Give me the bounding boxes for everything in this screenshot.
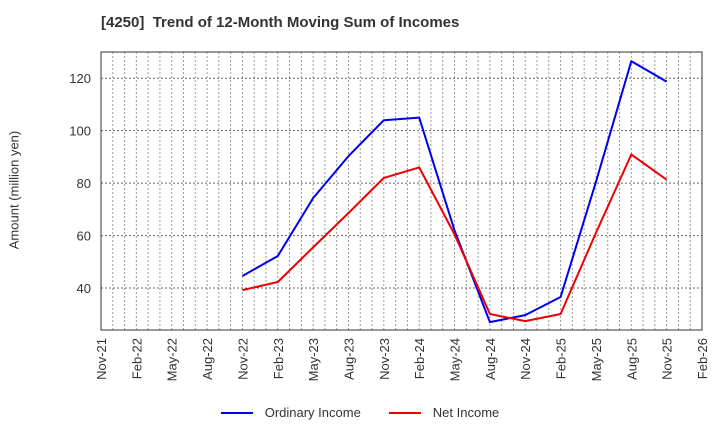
y-tick-label: 40 xyxy=(77,281,91,296)
x-tick-label: May-23 xyxy=(306,338,321,381)
y-tick-label: 120 xyxy=(69,71,91,86)
x-tick-label: Feb-22 xyxy=(129,338,144,379)
plot-area xyxy=(100,51,703,331)
x-tick-label: Aug-25 xyxy=(624,338,639,380)
chart-title: [4250] Trend of 12-Month Moving Sum of I… xyxy=(101,14,460,31)
legend-label: Ordinary Income xyxy=(264,405,361,420)
legend-label: Net Income xyxy=(432,405,500,420)
x-tick-label: Nov-23 xyxy=(377,338,392,380)
y-tick-label: 80 xyxy=(77,176,91,191)
x-tick-label: Aug-22 xyxy=(200,338,215,380)
x-tick-label: Aug-23 xyxy=(341,338,356,380)
x-tick-label: Feb-26 xyxy=(695,338,710,379)
legend-item-ordinary-income: Ordinary Income xyxy=(220,405,361,420)
legend-swatch-net-income xyxy=(388,411,421,414)
x-tick-label: Feb-24 xyxy=(412,338,427,379)
series-line-net-income xyxy=(242,153,668,323)
x-tick-label: Nov-24 xyxy=(518,338,533,380)
x-tick-label: May-25 xyxy=(589,338,604,381)
x-tick-label: Feb-25 xyxy=(554,338,569,379)
legend-item-net-income: Net Income xyxy=(388,405,500,420)
x-tick-label: Nov-22 xyxy=(235,338,250,380)
y-tick-label: 100 xyxy=(69,124,91,139)
x-tick-label: May-24 xyxy=(448,338,463,381)
legend: Ordinary Income Net Income xyxy=(0,405,720,420)
legend-swatch-ordinary-income xyxy=(220,411,253,414)
y-tick-label: 60 xyxy=(77,229,91,244)
x-tick-label: Aug-24 xyxy=(483,338,498,380)
x-tick-label: Nov-25 xyxy=(660,338,675,380)
x-tick-label: Nov-21 xyxy=(94,338,109,380)
x-tick-label: Feb-23 xyxy=(271,338,286,379)
x-tick-label: May-22 xyxy=(165,338,180,381)
series-line-ordinary-income xyxy=(241,60,668,324)
